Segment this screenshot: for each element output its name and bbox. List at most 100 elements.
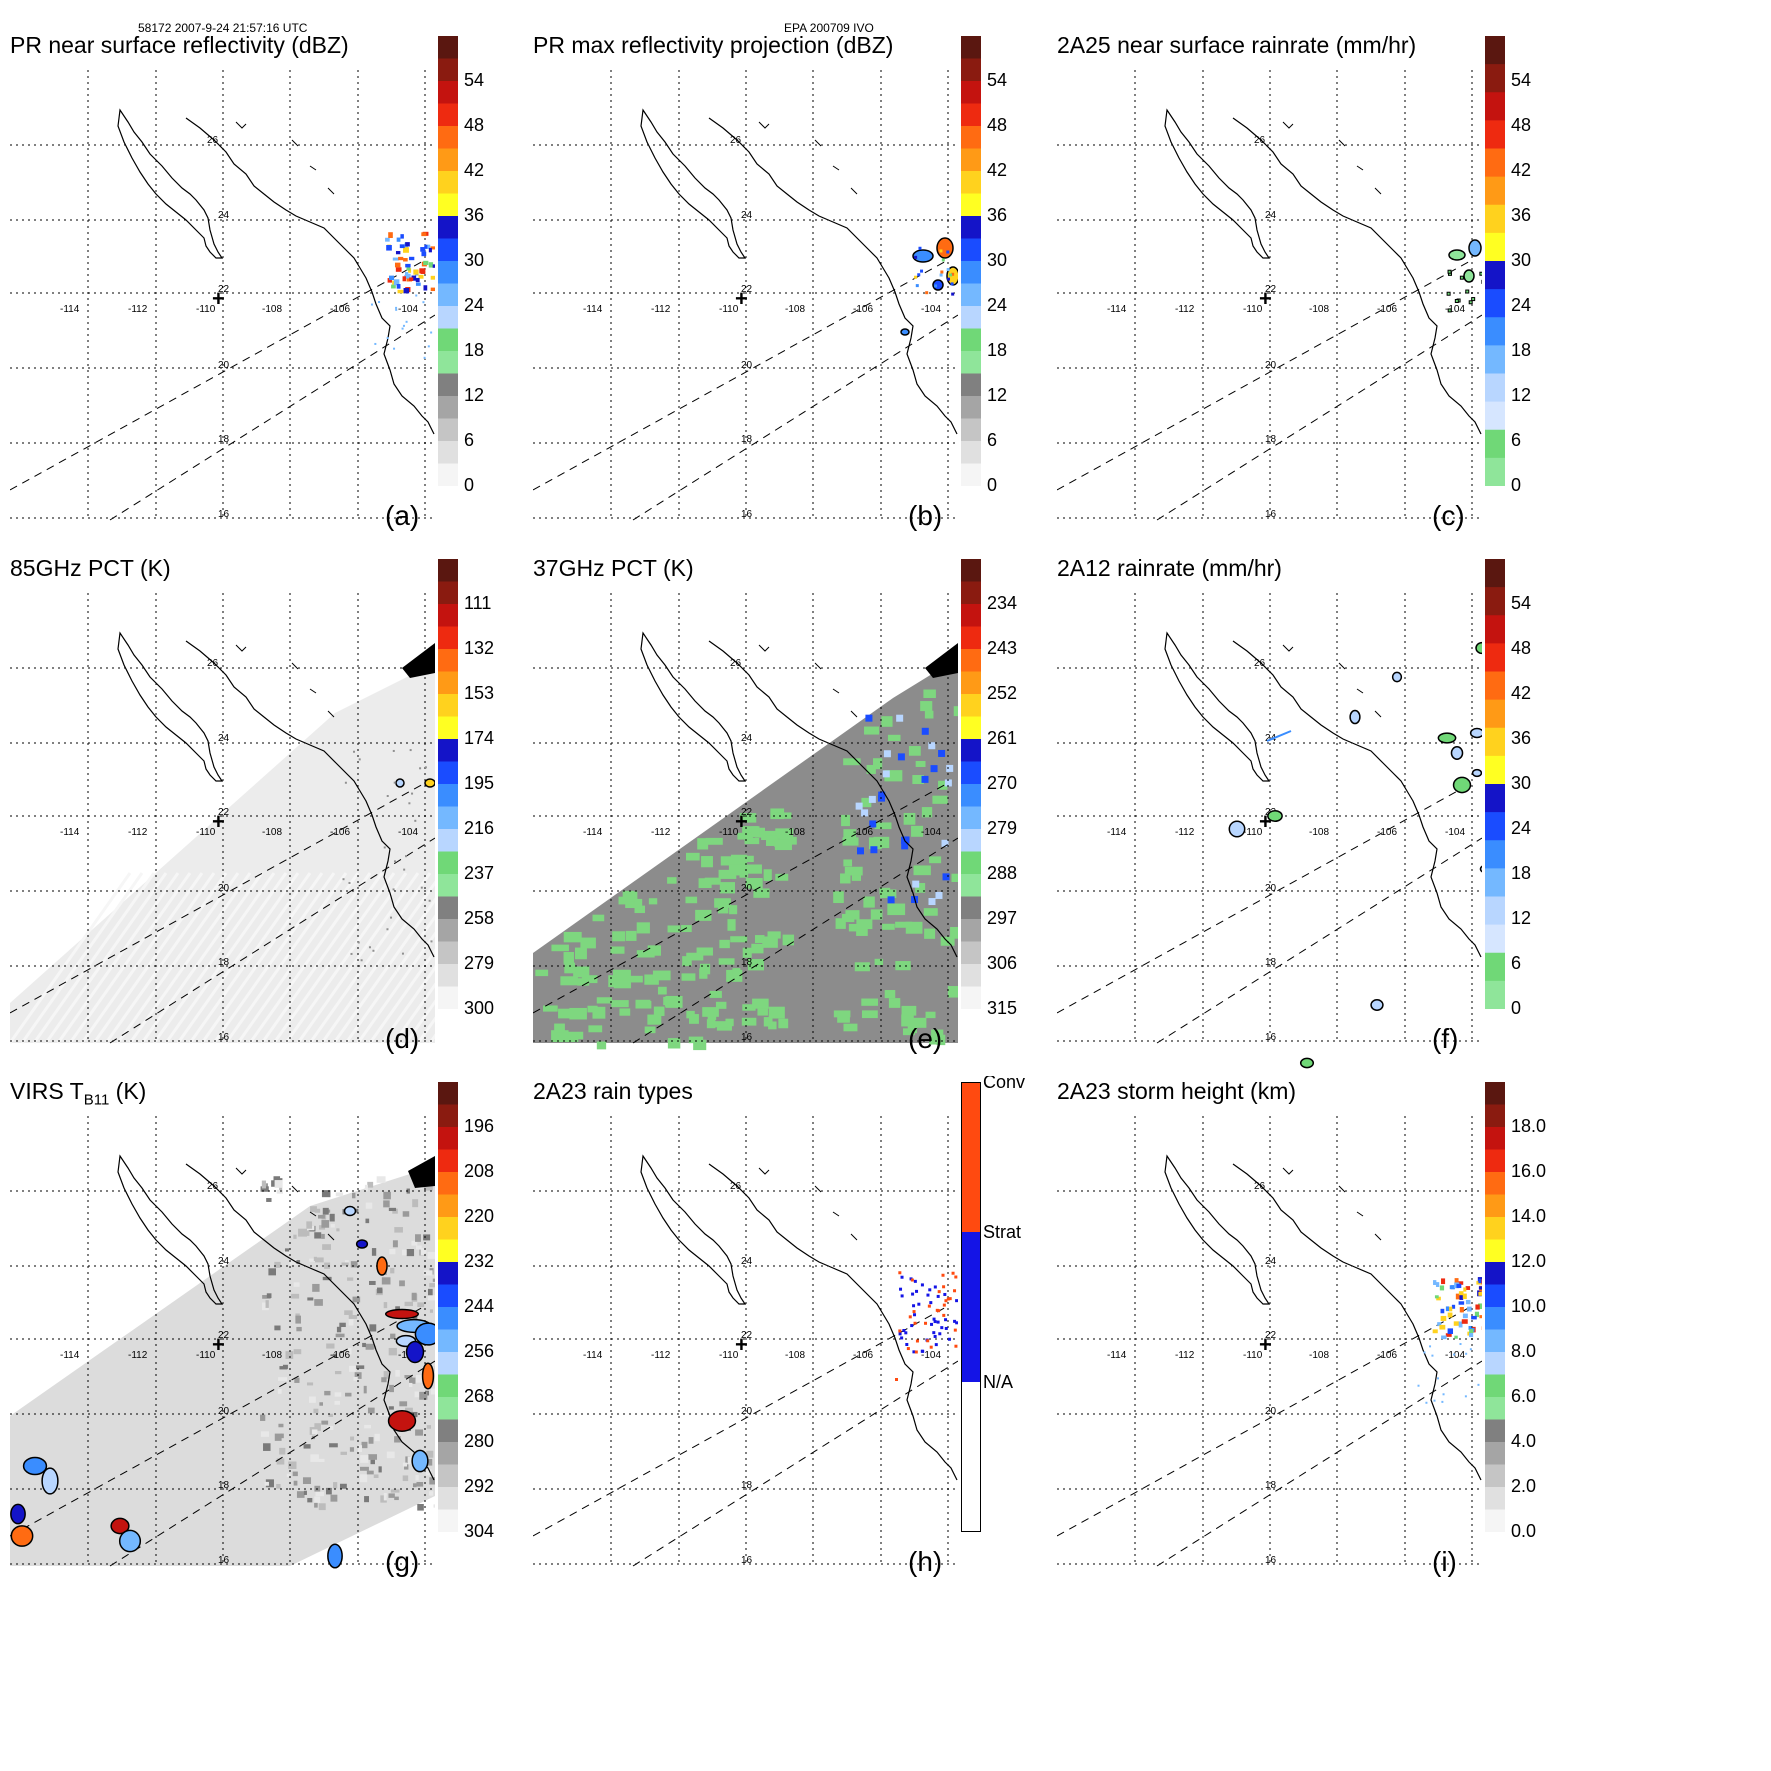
virs-pixel bbox=[328, 1413, 333, 1417]
pct37-pixel bbox=[868, 795, 876, 803]
map-panel-c: -114 -112 -110 -108 -106 -104 26 24 22 20 18 16 +2A2… bbox=[1057, 30, 1557, 575]
virs-pixel bbox=[293, 1349, 302, 1355]
virs-pixel bbox=[322, 1244, 331, 1250]
swath-texture bbox=[176, 872, 300, 1044]
virs-pixel bbox=[406, 1188, 410, 1194]
colorbar-tick-label: 315 bbox=[987, 998, 1018, 1018]
swath-texture bbox=[128, 872, 252, 1044]
colorbar-segment bbox=[961, 716, 981, 740]
virs-pixel bbox=[388, 1207, 397, 1212]
pct37-pixel bbox=[567, 1031, 584, 1040]
virs-pixel bbox=[380, 1495, 387, 1503]
rain-pixel bbox=[399, 244, 405, 249]
pct37-pixel bbox=[921, 775, 929, 783]
panel-title: 85GHz PCT (K) bbox=[10, 555, 171, 581]
swath-texture bbox=[56, 872, 180, 1044]
rain-pixel bbox=[1446, 291, 1451, 296]
pct37-pixel bbox=[881, 716, 893, 727]
rain-pixel bbox=[430, 287, 435, 292]
virs-pixel bbox=[395, 1369, 400, 1377]
virs-pixel bbox=[263, 1443, 271, 1451]
colorbar-tick-label: 54 bbox=[464, 70, 485, 90]
colorbar bbox=[438, 559, 458, 1009]
virs-pixel bbox=[296, 1491, 305, 1498]
virs-pixel bbox=[335, 1192, 344, 1197]
rain-pixel bbox=[409, 749, 412, 752]
center-marker: + bbox=[735, 286, 748, 311]
colorbar-segment bbox=[961, 626, 981, 650]
virs-pixel bbox=[344, 1310, 353, 1315]
pct37-pixel bbox=[580, 937, 596, 949]
rain-pixel bbox=[930, 1322, 934, 1326]
swath-texture bbox=[344, 914, 435, 1044]
rain-pixel bbox=[913, 1321, 917, 1325]
virs-pixel bbox=[416, 1374, 423, 1383]
pct37-pixel bbox=[941, 839, 949, 847]
lat-tick-label: 18 bbox=[741, 434, 753, 445]
lon-tick-label: -110 bbox=[196, 304, 216, 315]
colorbar-segment bbox=[438, 649, 458, 672]
swath-background bbox=[533, 658, 958, 1043]
pct37-pixel bbox=[947, 986, 958, 998]
colorbar-segment bbox=[438, 1487, 458, 1510]
colorbar-segment bbox=[438, 103, 458, 127]
rain-pixel bbox=[951, 272, 955, 276]
swath-edge-line bbox=[632, 1360, 958, 1567]
virs-pixel bbox=[306, 1221, 313, 1229]
pct37-pixel bbox=[870, 846, 878, 854]
virs-pixel bbox=[379, 1412, 389, 1417]
rain-pixel bbox=[406, 265, 411, 271]
virs-pixel bbox=[392, 1240, 398, 1248]
storm-cell bbox=[405, 1340, 425, 1364]
rain-pixel bbox=[415, 282, 421, 286]
virs-pixel bbox=[314, 1257, 324, 1263]
colorbar-segment bbox=[961, 941, 981, 965]
virs-pixel bbox=[293, 1480, 298, 1486]
pct37-pixel bbox=[873, 758, 883, 770]
rain-pixel bbox=[953, 1289, 957, 1293]
colorbar-segment bbox=[961, 103, 981, 127]
virs-pixel bbox=[414, 1391, 420, 1398]
pct37-pixel bbox=[551, 944, 569, 952]
colorbar-tick-label: 30 bbox=[464, 250, 485, 270]
colorbar-segment bbox=[961, 396, 981, 419]
colorbar-segment bbox=[1485, 615, 1505, 644]
colorbar-segment bbox=[961, 463, 981, 486]
colorbar bbox=[438, 36, 458, 486]
colorbar-segment bbox=[1485, 1104, 1505, 1128]
colorbar-segment bbox=[438, 1307, 458, 1330]
colorbar-tick-label: 48 bbox=[464, 115, 485, 135]
colorbar-segment bbox=[1485, 784, 1505, 813]
rain-pixel bbox=[423, 356, 426, 359]
swath-texture bbox=[224, 872, 348, 1044]
colorbar-tick-label: 292 bbox=[464, 1476, 495, 1496]
virs-pixel bbox=[333, 1482, 338, 1489]
virs-pixel bbox=[429, 1491, 434, 1496]
colorbar-segment bbox=[438, 581, 458, 605]
lon-tick-label: -110 bbox=[1243, 827, 1263, 838]
pct37-pixel bbox=[950, 926, 958, 939]
pct37-pixel bbox=[563, 931, 582, 943]
pct37-pixel bbox=[732, 968, 741, 977]
pct37-pixel bbox=[912, 1017, 927, 1028]
virs-pixel bbox=[411, 1292, 417, 1301]
colorbar-tick-label: 30 bbox=[1511, 773, 1532, 793]
lat-tick-label: 24 bbox=[741, 733, 753, 744]
lon-tick-label: -112 bbox=[651, 304, 671, 315]
colorbar bbox=[961, 36, 981, 486]
virs-pixel bbox=[324, 1262, 331, 1269]
pct37-pixel bbox=[883, 750, 891, 758]
rain-pixel bbox=[419, 767, 422, 770]
colorbar-tick-label: 12 bbox=[987, 385, 1008, 405]
colorbar-segment bbox=[438, 1127, 458, 1150]
case-header: EPA 200709 IVO bbox=[784, 21, 874, 35]
lon-tick-label: -106 bbox=[330, 827, 350, 838]
map-panel-b: -114 -112 -110 -108 -106 -104 26 24 22 20 18 16 + PR … bbox=[533, 30, 1033, 575]
rain-pixel bbox=[415, 294, 418, 297]
lon-tick-label: -110 bbox=[196, 827, 216, 838]
virs-pixel bbox=[335, 1333, 345, 1338]
mainland-coastline bbox=[708, 117, 958, 435]
pct37-pixel bbox=[861, 998, 878, 1006]
pct37-pixel bbox=[719, 939, 730, 949]
storm-cell bbox=[1471, 768, 1482, 778]
